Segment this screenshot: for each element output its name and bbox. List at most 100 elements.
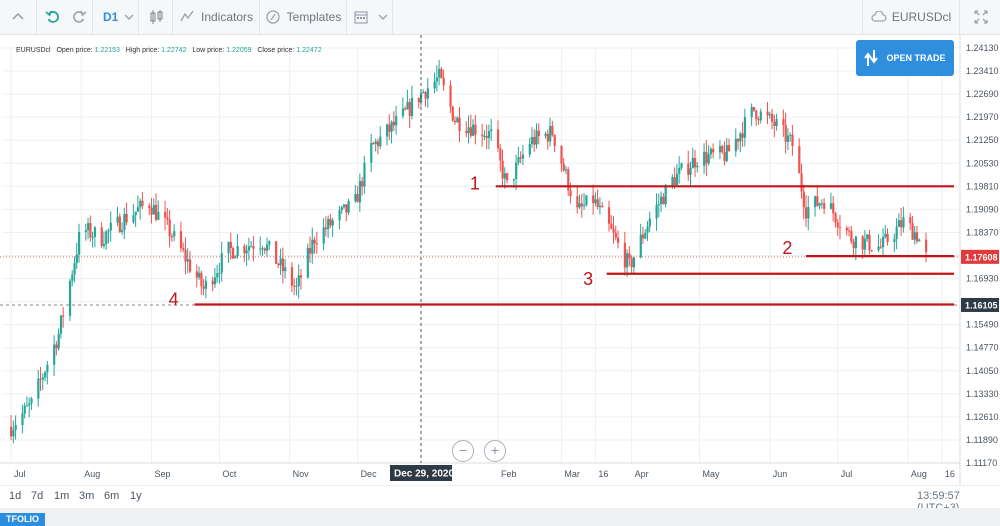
candle-body [363,162,366,187]
candle-body [485,135,488,139]
candle-body [295,285,298,287]
x-tick-label: Apr [635,469,649,479]
candle-body [503,173,506,179]
candle-body [626,253,629,268]
undo-button[interactable] [40,0,66,34]
candle-body [687,163,690,175]
chart-type-button[interactable] [140,0,173,34]
timeframe-select[interactable]: D1 [93,0,139,34]
calendar-dropdown[interactable] [374,0,393,34]
candle-body [313,239,316,244]
fullscreen-button[interactable] [966,0,996,34]
candle-body [216,273,219,278]
candle-body [166,217,169,220]
indicators-button[interactable]: Indicators [173,0,260,34]
collapse-button[interactable] [0,0,37,34]
candle-body [718,146,722,153]
y-tick-label: 1.20530 [966,158,999,168]
support-line-label-4: 4 [169,289,179,309]
candle-body [453,120,457,123]
support-line-label-2: 2 [782,238,792,258]
crosshair-price-tag [961,297,999,312]
candle-body [696,165,699,168]
range-1y[interactable]: 1y [130,490,142,502]
candle-body [506,173,509,181]
calendar-button[interactable] [348,0,374,34]
y-tick-label: 1.14770 [966,343,999,353]
crosshair-date-tag [389,465,452,481]
templates-label: Templates [286,10,342,24]
candle-body [14,425,17,430]
y-tick-label: 1.24130 [966,43,999,53]
chart-area[interactable]: 1.24130 1.23410 1.22690 1.21970 1.21250 1.205… [0,35,1000,485]
candle-body [390,121,393,132]
candle-body [487,130,491,139]
x-tick-label: Dec [361,469,378,479]
templates-button[interactable]: Templates [260,0,347,34]
crosshair-date-text: Dec 29, 2020 [394,469,454,480]
range-bar: 1d 7d 1m 3m 6m 1y 13:59:57 (UTC+3) [0,485,1000,514]
candle-body [152,204,155,215]
portfolio-tab[interactable]: TFOLIO [0,513,45,526]
candle-body [628,253,631,259]
low-price-value: 1.22059 [226,47,252,54]
support-line-label-3: 3 [583,269,593,289]
candle-body [879,246,882,248]
range-1m[interactable]: 1m [54,490,70,502]
ohlc-symbol: EURUSDcl [16,47,51,54]
candle-body [712,148,715,153]
candle-body [252,246,255,249]
range-1d[interactable]: 1d [9,490,22,502]
candle-body [229,241,232,249]
range-7d[interactable]: 7d [31,490,44,502]
candle-body [886,233,889,243]
undo-icon [45,10,59,23]
candle-body [823,203,826,209]
candle-body [41,377,44,380]
candle-body [39,378,42,380]
candle-body [107,230,110,232]
candle-body [925,239,928,252]
candle-body [23,405,26,414]
range-3m[interactable]: 3m [79,490,95,502]
candle-body [73,263,76,275]
candle-body [21,413,24,426]
candle-body [139,200,142,208]
range-6m[interactable]: 6m [104,490,120,502]
candle-body [528,144,531,155]
candle-body [116,216,119,223]
candle-body [211,280,214,285]
candle-body [829,203,833,209]
candle-body [820,203,824,205]
candle-body [895,226,898,239]
candle-body [71,274,74,281]
candle-body [517,157,520,163]
redo-button[interactable] [66,0,93,34]
x-tick-label: Jul [14,469,26,479]
price-chart[interactable]: 1.24130 1.23410 1.22690 1.21970 1.21250 1.205… [0,35,1000,485]
candle-body [845,227,848,231]
candle-body [121,230,124,232]
y-tick-label: 1.21250 [966,135,999,145]
candle-body [594,199,597,204]
open-trade-button[interactable]: OPEN TRADE [856,40,954,76]
candle-body [549,125,552,142]
candle-body [553,135,556,147]
candle-body [771,114,774,122]
candle-body [893,238,896,243]
candle-body [775,119,778,127]
zoom-in-button[interactable]: + [484,440,506,462]
candle-body [150,207,153,215]
symbol-selector[interactable]: EURUSDcl [862,0,960,34]
candle-body [596,199,599,208]
candle-body [449,85,452,107]
x-tick-label: Oct [222,469,237,479]
minus-icon: − [458,442,468,458]
candle-body [329,218,332,226]
candle-body [551,125,554,136]
candle-body [10,426,13,437]
candle-body [134,211,137,216]
zoom-out-button[interactable]: − [452,440,474,462]
candle-body [884,233,887,237]
candle-body [601,205,604,208]
